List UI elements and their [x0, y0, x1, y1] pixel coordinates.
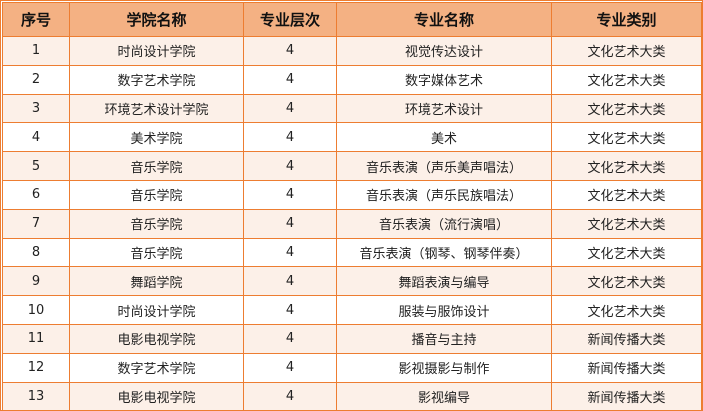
cell-col-college: 电影电视学院: [69, 323, 244, 354]
cell-col-index: 10: [2, 295, 70, 325]
cell-col-college: 数字艺术学院: [69, 64, 244, 95]
cell-col-college: 音乐学院: [69, 179, 244, 210]
cell-col-index: 2: [2, 64, 70, 95]
cell-col-major: 音乐表演（声乐民族唱法）: [336, 179, 552, 210]
cell-col-category: 文化艺术大类: [551, 295, 702, 325]
table-row: 13 电影电视学院 4 影视编导 新闻传播大类: [2, 381, 702, 411]
cell-col-college: 时尚设计学院: [69, 295, 244, 325]
cell-col-level: 4: [243, 64, 337, 95]
cell-col-level: 4: [243, 93, 337, 124]
table-row: 3 环境艺术设计学院 4 环境艺术设计 文化艺术大类: [2, 93, 702, 124]
cell-col-major: 音乐表演（钢琴、钢琴伴奏）: [336, 237, 552, 268]
table-row: 4 美术学院 4 美术 文化艺术大类: [2, 122, 702, 153]
cell-col-category: 文化艺术大类: [551, 266, 702, 297]
table-row: 7 音乐学院 4 音乐表演（流行演唱） 文化艺术大类: [2, 208, 702, 239]
cell-col-index: 1: [2, 36, 70, 66]
cell-col-major: 数字媒体艺术: [336, 64, 552, 95]
cell-col-index: 8: [2, 237, 70, 268]
cell-col-index: 3: [2, 93, 70, 124]
header-col-index: 序号: [2, 2, 70, 37]
table-row: 1 时尚设计学院 4 视觉传达设计 文化艺术大类: [2, 36, 702, 66]
table-row: 10 时尚设计学院 4 服装与服饰设计 文化艺术大类: [2, 295, 702, 325]
cell-col-level: 4: [243, 36, 337, 66]
table-row: 5 音乐学院 4 音乐表演（声乐美声唱法） 文化艺术大类: [2, 151, 702, 181]
cell-col-level: 4: [243, 151, 337, 181]
table-row: 2 数字艺术学院 4 数字媒体艺术 文化艺术大类: [2, 64, 702, 95]
cell-col-level: 4: [243, 237, 337, 268]
cell-col-major: 视觉传达设计: [336, 36, 552, 66]
cell-col-level: 4: [243, 122, 337, 153]
cell-col-major: 音乐表演（声乐美声唱法）: [336, 151, 552, 181]
cell-col-level: 4: [243, 323, 337, 354]
cell-col-major: 服装与服饰设计: [336, 295, 552, 325]
header-col-major: 专业名称: [336, 2, 552, 37]
cell-col-level: 4: [243, 179, 337, 210]
cell-col-category: 文化艺术大类: [551, 237, 702, 268]
cell-col-level: 4: [243, 352, 337, 383]
cell-col-index: 4: [2, 122, 70, 153]
cell-col-level: 4: [243, 295, 337, 325]
cell-col-index: 9: [2, 266, 70, 297]
cell-col-category: 新闻传播大类: [551, 381, 702, 411]
cell-col-college: 舞蹈学院: [69, 266, 244, 297]
cell-col-category: 文化艺术大类: [551, 151, 702, 181]
cell-col-level: 4: [243, 266, 337, 297]
header-col-category: 专业类别: [551, 2, 702, 37]
cell-col-index: 5: [2, 151, 70, 181]
cell-col-college: 时尚设计学院: [69, 36, 244, 66]
table-row: 8 音乐学院 4 音乐表演（钢琴、钢琴伴奏） 文化艺术大类: [2, 237, 702, 268]
cell-col-college: 电影电视学院: [69, 381, 244, 411]
cell-col-category: 文化艺术大类: [551, 122, 702, 153]
cell-col-major: 影视摄影与制作: [336, 352, 552, 383]
table-row: 11 电影电视学院 4 播音与主持 新闻传播大类: [2, 323, 702, 354]
cell-col-level: 4: [243, 381, 337, 411]
header-col-college: 学院名称: [69, 2, 244, 37]
cell-col-college: 音乐学院: [69, 208, 244, 239]
table-header-row: 序号 学院名称 专业层次 专业名称 专业类别: [2, 2, 702, 37]
cell-col-major: 播音与主持: [336, 323, 552, 354]
cell-col-index: 11: [2, 323, 70, 354]
cell-col-category: 文化艺术大类: [551, 179, 702, 210]
cell-col-major: 环境艺术设计: [336, 93, 552, 124]
cell-col-college: 环境艺术设计学院: [69, 93, 244, 124]
cell-col-category: 新闻传播大类: [551, 323, 702, 354]
cell-col-category: 新闻传播大类: [551, 352, 702, 383]
cell-col-college: 音乐学院: [69, 237, 244, 268]
table-row: 12 数字艺术学院 4 影视摄影与制作 新闻传播大类: [2, 352, 702, 383]
cell-col-index: 7: [2, 208, 70, 239]
cell-col-major: 影视编导: [336, 381, 552, 411]
cell-col-level: 4: [243, 208, 337, 239]
cell-col-college: 美术学院: [69, 122, 244, 153]
table-row: 9 舞蹈学院 4 舞蹈表演与编导 文化艺术大类: [2, 266, 702, 297]
cell-col-major: 舞蹈表演与编导: [336, 266, 552, 297]
cell-col-index: 6: [2, 179, 70, 210]
cell-col-major: 美术: [336, 122, 552, 153]
cell-col-category: 文化艺术大类: [551, 208, 702, 239]
cell-col-category: 文化艺术大类: [551, 93, 702, 124]
header-col-level: 专业层次: [243, 2, 337, 37]
cell-col-major: 音乐表演（流行演唱）: [336, 208, 552, 239]
cell-col-category: 文化艺术大类: [551, 64, 702, 95]
cell-col-category: 文化艺术大类: [551, 36, 702, 66]
cell-col-college: 音乐学院: [69, 151, 244, 181]
cell-col-index: 12: [2, 352, 70, 383]
cell-col-college: 数字艺术学院: [69, 352, 244, 383]
cell-col-index: 13: [2, 381, 70, 411]
table-row: 6 音乐学院 4 音乐表演（声乐民族唱法） 文化艺术大类: [2, 179, 702, 210]
